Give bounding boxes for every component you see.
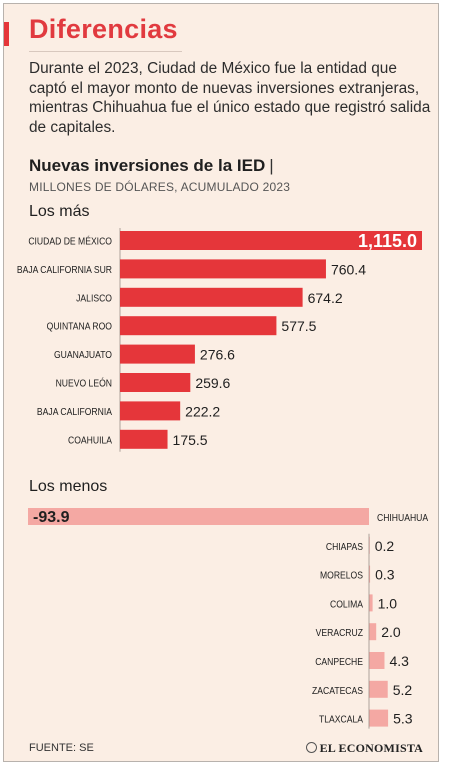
data-label: 276.6	[200, 347, 235, 363]
data-label: 577.5	[281, 318, 316, 334]
bar-veracruz	[369, 623, 377, 641]
bar-tlaxcala	[369, 709, 389, 727]
data-label: 259.6	[195, 375, 230, 391]
data-label: -93.9	[33, 509, 70, 526]
category-label: CHIAPAS	[326, 541, 363, 553]
category-label: GUANAJUATO	[54, 349, 112, 361]
data-label: 1,115.0	[358, 231, 417, 251]
data-label: 0.2	[375, 538, 395, 554]
bar-baja-california-sur	[120, 259, 326, 279]
bar-chihuahua	[28, 508, 369, 525]
category-label: CANPECHE	[315, 656, 363, 668]
category-label: JALISCO	[76, 293, 112, 305]
category-label: TLAXCALA	[319, 714, 364, 726]
category-label: NUEVO LEÓN	[56, 378, 112, 390]
data-label: 2.0	[381, 624, 401, 640]
section-top-heading: Los más	[29, 203, 90, 220]
category-label: VERACRUZ	[316, 627, 363, 639]
bar-quintana-roo	[120, 316, 277, 336]
bar-guanajuato	[120, 344, 195, 364]
data-label: 222.2	[185, 403, 220, 419]
data-label: 760.4	[331, 261, 366, 277]
category-label: MORELOS	[320, 570, 363, 582]
bar-morelos	[369, 565, 371, 583]
page-title: Diferencias	[29, 14, 178, 44]
intro-text: Durante el 2023, Ciudad de México fue la…	[29, 60, 431, 136]
category-label: QUINTANA ROO	[47, 321, 112, 333]
category-label: CIUDAD DE MÉXICO	[28, 236, 112, 248]
source-note: FUENTE: SE	[29, 742, 94, 754]
category-label: CHIHUAHUA	[377, 512, 429, 524]
brand-logo: EL ECONOMISTA	[305, 741, 423, 756]
bar-jalisco	[120, 287, 303, 307]
category-label: BAJA CALIFORNIA	[37, 406, 113, 418]
brand-name: EL ECONOMISTA	[319, 741, 423, 755]
data-label: 4.3	[389, 653, 409, 669]
data-label: 674.2	[308, 290, 343, 306]
bar-colima	[369, 594, 373, 612]
data-label: 5.2	[393, 682, 413, 698]
data-label: 175.5	[173, 432, 208, 448]
brand-mark-icon	[305, 742, 317, 753]
category-label: ZACATECAS	[312, 685, 363, 697]
bar-ciudad-de-m-xico	[120, 231, 422, 250]
title-underline	[29, 51, 182, 52]
category-label: BAJA CALIFORNIA SUR	[17, 264, 112, 276]
bar-nuevo-le-n	[120, 373, 191, 392]
title-accent	[4, 22, 9, 46]
category-label: COAHUILA	[68, 435, 113, 447]
chart-title: Nuevas inversiones de la IED |	[29, 156, 274, 175]
bar-zacatecas	[369, 680, 388, 698]
section-bottom-heading: Los menos	[29, 478, 108, 495]
infographic-card: Diferencias Durante el 2023, Ciudad de M…	[3, 3, 439, 762]
data-label: 5.3	[393, 711, 413, 727]
bar-canpeche	[369, 652, 385, 669]
data-label: 0.3	[375, 567, 395, 583]
bar-coahuila	[120, 429, 168, 449]
chart-title-text: Nuevas inversiones de la IED	[29, 156, 266, 175]
chart-units: MILLONES DE DÓLARES, ACUMULADO 2023	[29, 180, 291, 194]
bar-baja-california	[120, 401, 181, 421]
category-label: COLIMA	[330, 599, 364, 611]
data-label: 1.0	[378, 595, 398, 611]
